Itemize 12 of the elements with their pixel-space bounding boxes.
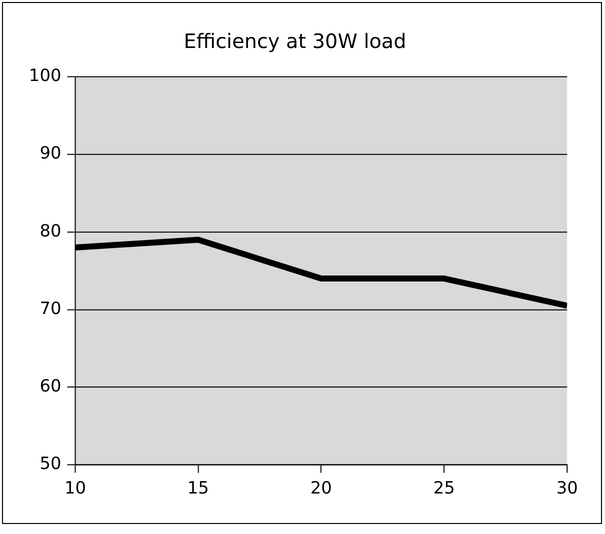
chart-title: Efficiency at 30W load bbox=[184, 30, 406, 54]
x-tick-label: 20 bbox=[310, 477, 332, 498]
x-tick-label: 25 bbox=[433, 477, 455, 498]
y-tick-label: 100 bbox=[28, 65, 62, 86]
y-tick-label: 60 bbox=[40, 376, 62, 396]
y-tick-label: 90 bbox=[40, 142, 62, 163]
y-tick-label: 70 bbox=[40, 298, 62, 318]
y-tick-label: 80 bbox=[40, 220, 62, 240]
x-tick-label: 30 bbox=[556, 477, 578, 498]
x-tick-label: 10 bbox=[64, 477, 86, 498]
y-tick-label: 50 bbox=[40, 453, 62, 474]
x-tick-label: 15 bbox=[187, 477, 209, 498]
